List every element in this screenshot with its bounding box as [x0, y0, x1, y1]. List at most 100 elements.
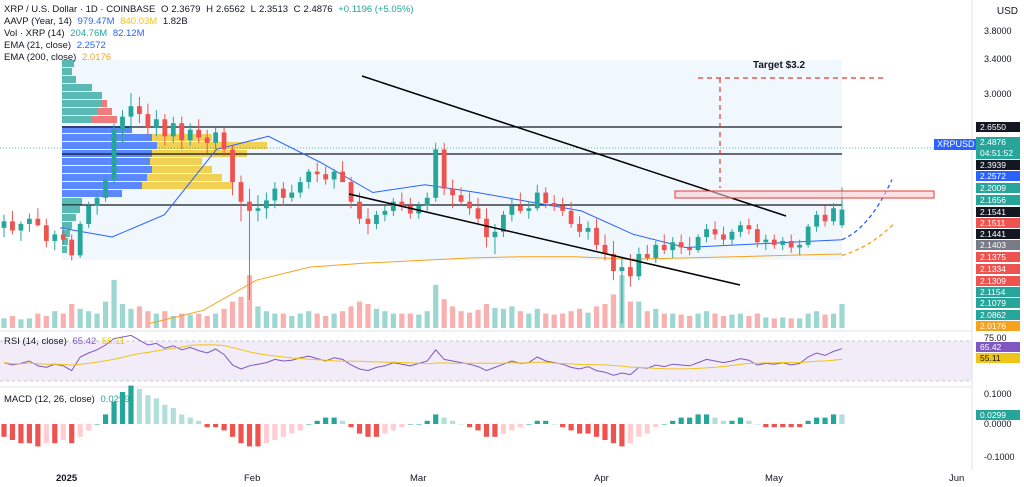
volume-value-1: 204.76M	[70, 28, 108, 39]
legend-volume[interactable]: Vol · XRP (14) 204.76M 82.12M	[4, 28, 148, 39]
macd-histogram-bar	[500, 424, 507, 434]
level-badge-2.1441: 2.1441	[976, 229, 1020, 239]
volume-profile-up-bar	[62, 238, 68, 245]
macd-histogram-bar	[179, 414, 185, 424]
macd-histogram-bar	[221, 424, 227, 431]
macd-histogram-bar	[424, 420, 430, 424]
macd-histogram-bar	[593, 424, 600, 437]
volume-bar	[475, 309, 481, 328]
candle	[204, 137, 210, 143]
candle	[704, 229, 709, 238]
legend-aavp[interactable]: AAVP (Year, 14) 979.47M 840.03M 1.82B	[4, 16, 191, 27]
candle	[52, 234, 58, 241]
candle	[458, 195, 464, 202]
aavp-label: AAVP (Year, 14)	[4, 16, 72, 27]
target-label: Target $3.2	[753, 60, 805, 71]
macd-histogram-bar	[35, 424, 41, 447]
candle	[196, 129, 202, 138]
candle	[670, 242, 676, 251]
candle	[653, 244, 659, 258]
candle	[585, 227, 591, 232]
candle	[407, 205, 413, 214]
projection-orange	[841, 222, 896, 256]
volume-bar	[382, 311, 388, 328]
volume-profile-up-bar	[62, 166, 152, 173]
volume-bar	[509, 306, 515, 328]
candle	[221, 132, 227, 150]
volume-bar	[433, 284, 439, 328]
candle	[754, 229, 760, 243]
price-tick-3.0: 3.0000	[984, 89, 1012, 99]
legend-ema200[interactable]: EMA (200, close) 2.0176	[4, 52, 114, 63]
candle	[805, 226, 811, 245]
candle	[128, 106, 134, 117]
candle	[145, 114, 151, 128]
candle	[780, 240, 786, 245]
candle	[484, 218, 489, 238]
close-value: 2.4876	[303, 4, 333, 15]
macd-histogram-bar	[187, 417, 193, 424]
macd-histogram-bar	[712, 417, 718, 424]
macd-histogram-bar	[551, 424, 557, 425]
volume-bar	[204, 316, 210, 328]
candle	[247, 201, 252, 211]
candle	[162, 119, 168, 137]
legend-ema21[interactable]: EMA (21, close) 2.2572	[4, 40, 109, 51]
legend-rsi[interactable]: RSI (14, close) 65.42 55.11	[4, 336, 128, 347]
volume-bar	[145, 311, 151, 328]
volume-bar	[348, 306, 354, 328]
volume-profile-up-bar	[62, 92, 102, 99]
candle	[120, 116, 125, 130]
volume-bar	[754, 313, 760, 328]
symbol-title: XRP / U.S. Dollar · 1D · COINBASE	[4, 4, 156, 15]
macd-histogram-bar	[610, 424, 617, 444]
volume-bar	[365, 304, 371, 328]
volume-bar	[255, 306, 261, 328]
macd-histogram-bar	[60, 424, 66, 440]
open-label: O	[160, 4, 169, 15]
current-price-badge: 2.4876 04:51:52	[976, 137, 1020, 159]
high-value: 2.6562	[215, 4, 246, 15]
macd-histogram-bar	[119, 392, 126, 424]
currency-label[interactable]: USD	[996, 6, 1018, 17]
volume-bar	[441, 299, 447, 328]
candle	[213, 132, 219, 143]
trendline-lower	[348, 193, 741, 286]
candle	[103, 179, 108, 198]
volume-bar	[272, 313, 278, 328]
macd-histogram-bar	[306, 424, 312, 425]
candle	[170, 123, 176, 137]
volume-bar	[390, 313, 396, 328]
macd-histogram-bar	[43, 424, 49, 444]
volume-bar	[26, 318, 32, 328]
level-badge-2.1656: 2.1656	[976, 195, 1020, 205]
macd-histogram-bar	[52, 424, 58, 444]
macd-histogram-bar	[356, 424, 363, 434]
ema21-badge: 2.2572	[976, 171, 1020, 181]
macd-tick-zero: 0.0000	[984, 419, 1012, 429]
macd-histogram-bar	[94, 424, 100, 425]
candle	[340, 171, 345, 183]
volume-bar	[314, 313, 320, 328]
candle	[831, 208, 836, 222]
macd-histogram-bar	[450, 420, 456, 424]
legend-macd[interactable]: MACD (12, 26, close) 0.0299	[4, 394, 133, 405]
macd-histogram-bar	[348, 424, 354, 428]
candle	[111, 129, 117, 180]
volume-bar	[43, 316, 49, 328]
macd-histogram-bar	[805, 420, 811, 424]
macd-histogram-bar	[492, 424, 498, 437]
macd-histogram-bar	[153, 398, 159, 424]
rsi-upper-tick: 75.00	[984, 333, 1007, 343]
volume-bar	[221, 308, 227, 328]
volume-profile-up-bar	[62, 134, 152, 141]
volume-bar	[703, 311, 710, 328]
candle	[390, 201, 396, 211]
candle	[323, 174, 329, 180]
volume-bar	[297, 313, 303, 328]
macd-histogram-bar	[331, 417, 337, 424]
volume-bar	[102, 301, 109, 328]
candle	[636, 254, 642, 277]
macd-tick-neg: -0.1000	[984, 452, 1015, 462]
